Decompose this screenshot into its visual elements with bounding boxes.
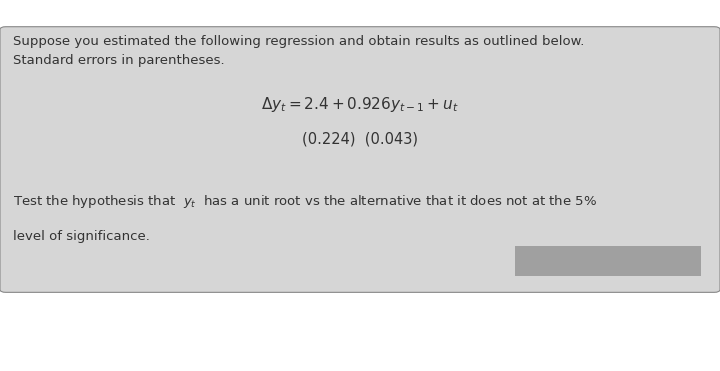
Bar: [515, 246, 701, 276]
Text: (0.224)  (0.043): (0.224) (0.043): [302, 132, 418, 147]
Text: Suppose you estimated the following regression and obtain results as outlined be: Suppose you estimated the following regr…: [13, 35, 585, 48]
Text: Test the hypothesis that  $y_t$  has a unit root vs the alternative that it does: Test the hypothesis that $y_t$ has a uni…: [13, 193, 597, 210]
Text: level of significance.: level of significance.: [13, 230, 150, 243]
Text: $\Delta y_t = 2.4 + 0.926y_{t-1} + u_t$: $\Delta y_t = 2.4 + 0.926y_{t-1} + u_t$: [261, 95, 459, 114]
FancyBboxPatch shape: [0, 27, 720, 292]
Text: Standard errors in parentheses.: Standard errors in parentheses.: [13, 54, 225, 67]
